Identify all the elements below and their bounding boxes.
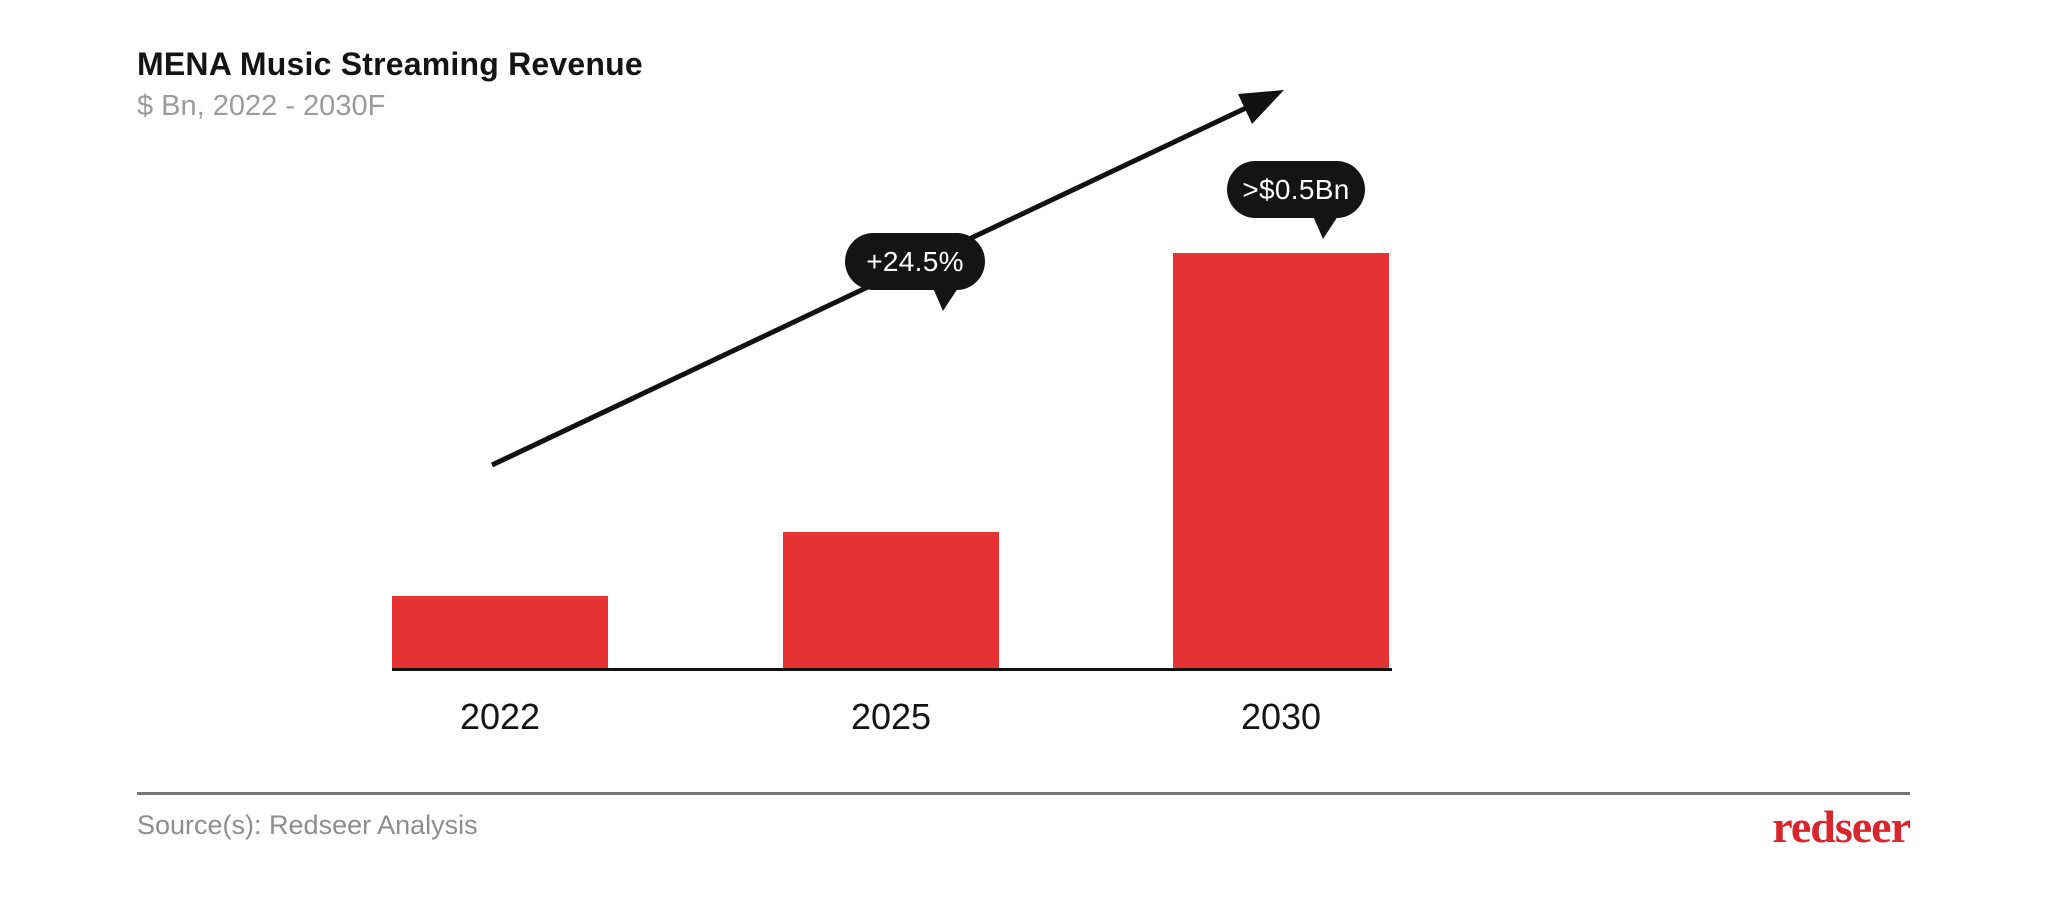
value-callout-label: >$0.5Bn <box>1242 173 1350 205</box>
value-callout-2030: >$0.5Bn <box>1227 161 1365 239</box>
growth-rate-label: +24.5% <box>866 245 964 277</box>
callout-tail-icon <box>1313 216 1338 239</box>
x-axis-label-2030: 2030 <box>1240 696 1322 737</box>
bar-2022 <box>392 596 608 668</box>
bar-2025 <box>783 532 999 668</box>
trend-arrow-head-icon <box>1238 90 1284 124</box>
growth-rate-callout: +24.5% <box>845 233 985 311</box>
x-axis-label-2022: 2022 <box>459 696 541 737</box>
chart-title: MENA Music Streaming Revenue <box>137 46 643 82</box>
redseer-logo: redseer <box>1772 801 1911 852</box>
x-axis-line <box>392 668 1392 671</box>
x-axis-label-2025: 2025 <box>850 696 932 737</box>
callout-tail-icon <box>933 288 958 311</box>
source-text: Source(s): Redseer Analysis <box>137 810 478 840</box>
chart-subtitle: $ Bn, 2022 - 2030F <box>137 90 386 122</box>
footer-divider <box>137 792 1910 795</box>
bar-2030 <box>1173 253 1389 668</box>
